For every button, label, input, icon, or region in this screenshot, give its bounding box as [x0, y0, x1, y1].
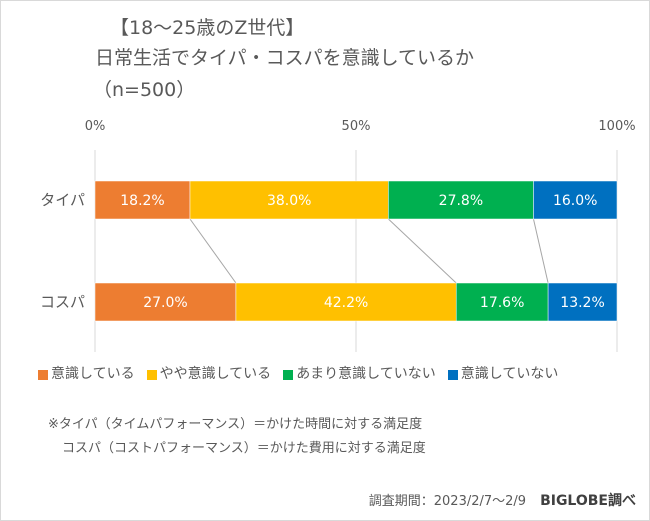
bar-segment [94, 282, 237, 322]
bar-segment [94, 180, 191, 220]
legend-item: あまり意識していない [283, 363, 436, 383]
bar-segment [533, 180, 618, 220]
bar-segment [235, 282, 457, 322]
bar-segment [547, 282, 618, 322]
chart-title-line2: 日常生活でタイパ・コスパを意識しているか [95, 47, 475, 69]
legend-item: 意識している [38, 363, 135, 383]
legend-label: 意識していない [460, 366, 559, 382]
series-connector-line [532, 218, 549, 284]
bar-segment [388, 180, 534, 220]
data-label: 16.0% [553, 193, 597, 209]
legend-label: 意識している [51, 366, 135, 382]
chart-title-line1: 【18～25歳のZ世代】 [110, 17, 305, 39]
legend-swatch [38, 370, 48, 380]
data-label: 18.2% [120, 193, 164, 209]
x-tick-label: 0% [85, 119, 106, 134]
source-brand: BIGLOBE調べ [540, 493, 636, 509]
data-label: 27.0% [143, 295, 187, 311]
legend: 意識している やや意識している あまり意識していない 意識していない [38, 363, 558, 383]
note-kosupa: コスパ（コストパフォーマンス）＝かけた費用に対する満足度 [62, 441, 426, 456]
x-tick-label: 100% [598, 119, 635, 134]
chart-title-line3: （n=500） [93, 79, 196, 101]
category-label: コスパ [40, 293, 85, 311]
legend-swatch [447, 370, 458, 380]
data-label: 27.8% [439, 193, 483, 209]
bar-segment [189, 180, 389, 220]
data-label: 17.6% [480, 295, 524, 311]
data-label: 38.0% [267, 193, 311, 209]
legend-label: あまり意識していない [296, 366, 436, 382]
category-label: タイパ [40, 191, 85, 209]
legend-swatch [283, 370, 294, 380]
legend-label: やや意識している [159, 366, 272, 382]
legend-swatch [146, 370, 157, 380]
series-connector-line [189, 218, 237, 284]
data-label: 13.2% [560, 295, 604, 311]
legend-item: やや意識している [146, 363, 272, 383]
survey-period: 調査期間：2023/2/7～2/9 [368, 494, 527, 509]
data-label: 42.2% [324, 295, 368, 311]
note-taipa: ※タイパ（タイムパフォーマンス）＝かけた時間に対する満足度 [48, 417, 423, 432]
legend-item: 意識していない [447, 363, 559, 383]
source: 調査期間：2023/2/7～2/9 BIGLOBE調べ [369, 490, 636, 510]
series-connector-line [388, 218, 457, 284]
x-tick-label: 50% [342, 119, 371, 134]
